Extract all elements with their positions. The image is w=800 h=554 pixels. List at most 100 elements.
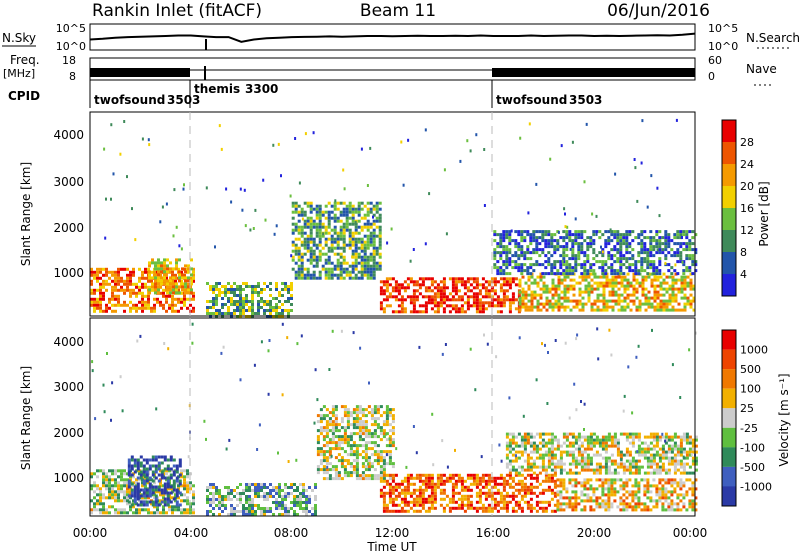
power-cell xyxy=(671,284,675,288)
power-cell xyxy=(369,270,373,274)
power-cell xyxy=(111,291,114,295)
velocity-cell xyxy=(325,471,329,475)
velocity-cell xyxy=(526,456,530,460)
velocity-cell xyxy=(451,494,455,498)
power-cell xyxy=(521,275,525,279)
velocity-cell xyxy=(490,509,494,513)
power-cell xyxy=(333,252,337,256)
power-cell xyxy=(638,302,642,306)
velocity-cell xyxy=(299,492,302,495)
power-cell xyxy=(180,279,183,283)
velocity-cell xyxy=(370,423,374,427)
power-cell xyxy=(682,263,686,267)
velocity-cell xyxy=(511,491,515,495)
velocity-cell xyxy=(340,462,344,466)
velocity-cell xyxy=(305,510,308,513)
velocity-cell xyxy=(433,482,437,486)
power-cell xyxy=(596,305,600,309)
power-cell xyxy=(665,287,669,291)
velocity-cell xyxy=(127,485,131,489)
power-cell xyxy=(566,275,570,279)
power-cell xyxy=(568,233,572,237)
power-cell xyxy=(454,286,458,290)
velocity-cell xyxy=(331,420,335,424)
velocity-cell xyxy=(496,503,500,507)
velocity-cell xyxy=(364,459,368,463)
velocity-cell xyxy=(514,435,518,439)
power-cell xyxy=(397,304,401,308)
velocity-cell xyxy=(183,469,186,473)
power-cell xyxy=(559,260,563,264)
velocity-cell xyxy=(337,429,341,433)
power-cell xyxy=(688,245,692,249)
velocity-cell xyxy=(352,420,356,424)
power-cell xyxy=(460,310,464,314)
power-cell xyxy=(508,283,512,287)
power-cell xyxy=(290,294,293,297)
power-cell xyxy=(330,270,334,274)
power-cell xyxy=(629,299,633,303)
velocity-cell xyxy=(221,510,224,513)
velocity-cell xyxy=(319,450,323,454)
velocity-cell xyxy=(601,435,605,439)
power-cell xyxy=(562,254,566,258)
power-cell xyxy=(460,307,464,311)
velocity-cell xyxy=(670,444,674,448)
velocity-cell xyxy=(215,498,218,501)
power-cell xyxy=(163,264,166,268)
velocity-cell xyxy=(157,467,161,471)
power-cell xyxy=(99,276,102,280)
velocity-cell xyxy=(334,456,338,460)
power-cell xyxy=(360,249,364,253)
power-cell xyxy=(643,242,647,246)
power-cell xyxy=(363,255,367,259)
power-cell xyxy=(251,312,254,315)
power-cell xyxy=(120,267,123,271)
velocity-cell xyxy=(517,456,521,460)
power-colorbar-swatch xyxy=(722,164,736,186)
power-cell xyxy=(233,309,236,312)
power-cell xyxy=(527,275,531,279)
velocity-cell xyxy=(175,488,179,492)
velocity-cell xyxy=(263,483,266,486)
power-cell xyxy=(635,278,639,282)
power-cell xyxy=(646,266,650,270)
velocity-cell xyxy=(361,426,365,430)
power-cell xyxy=(105,282,108,286)
power-cell xyxy=(369,201,373,205)
power-cell xyxy=(676,251,680,255)
velocity-cell xyxy=(147,496,150,500)
power-cell xyxy=(99,309,102,313)
velocity-cell xyxy=(394,488,398,492)
velocity-cell xyxy=(340,477,344,481)
velocity-cell xyxy=(526,432,530,436)
power-cell xyxy=(671,290,675,294)
velocity-cell xyxy=(388,414,392,418)
velocity-cell xyxy=(574,441,578,445)
power-cell xyxy=(583,251,587,255)
power-cell xyxy=(331,248,334,252)
power-cell xyxy=(566,305,570,309)
power-cell xyxy=(613,272,617,276)
power-cell xyxy=(218,124,221,128)
power-cell xyxy=(363,261,367,265)
velocity-cell xyxy=(319,468,323,472)
power-cell xyxy=(324,225,328,229)
power-cell xyxy=(220,147,223,151)
power-cell xyxy=(617,302,621,306)
velocity-cell xyxy=(544,476,548,480)
velocity-cell xyxy=(508,444,512,448)
velocity-cell xyxy=(589,459,593,463)
velocity-cell xyxy=(415,488,419,492)
velocity-cell xyxy=(622,471,626,475)
velocity-cell xyxy=(96,493,99,497)
power-cell xyxy=(111,294,114,298)
velocity-cell xyxy=(541,491,545,495)
power-cell xyxy=(658,214,661,218)
velocity-cell xyxy=(209,498,212,501)
power-cell xyxy=(493,233,497,237)
velocity-cell xyxy=(151,464,155,468)
power-cell xyxy=(691,242,695,246)
power-cell xyxy=(499,266,503,270)
velocity-cell xyxy=(391,444,395,448)
